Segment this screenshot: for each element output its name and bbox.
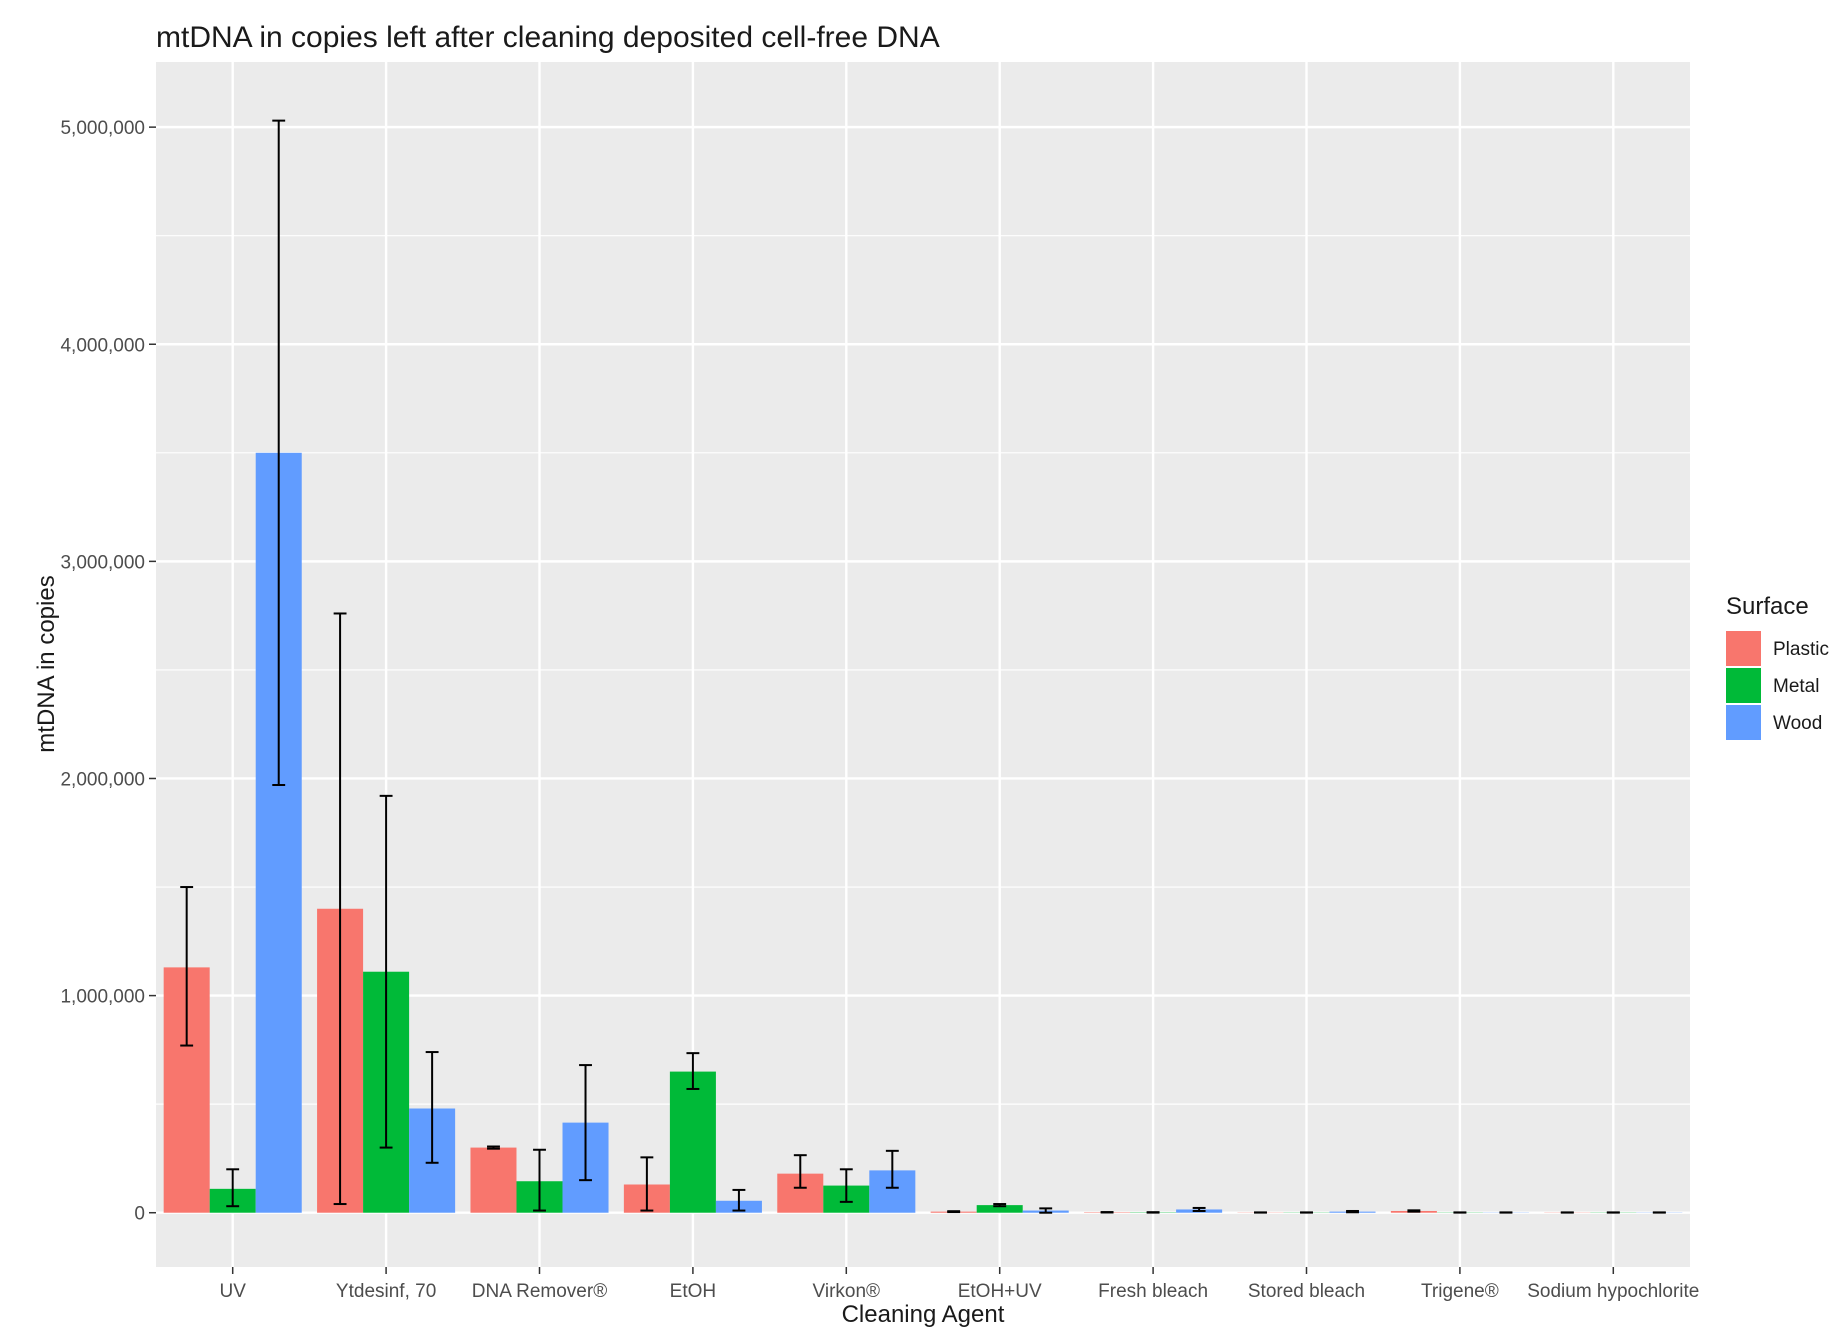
x-tick-label: Sodium hypochlorite xyxy=(1527,1281,1699,1302)
y-tick-label: 5,000,000 xyxy=(60,118,145,139)
x-tick-label: Fresh bleach xyxy=(1098,1281,1208,1302)
x-tick-label: EtOH+UV xyxy=(958,1281,1042,1302)
legend: Surface Plastic Metal Wood xyxy=(1726,593,1829,740)
x-tick-label: Ytdesinf, 70 xyxy=(336,1281,436,1302)
plot-panel xyxy=(156,62,1690,1267)
y-tick-label: 3,000,000 xyxy=(60,552,145,573)
y-tick-label: 4,000,000 xyxy=(60,335,145,356)
bar xyxy=(976,1205,1023,1213)
y-tick-label: 0 xyxy=(134,1204,145,1225)
x-tick-label: UV xyxy=(219,1281,246,1302)
bar xyxy=(470,1147,517,1213)
bar xyxy=(669,1071,716,1213)
x-axis-label: Cleaning Agent xyxy=(842,1301,1005,1328)
x-axis: UV Ytdesinf, 70 DNA Remover® EtOH Virkon® EtO… xyxy=(219,1267,1699,1302)
x-tick-label: Virkon® xyxy=(813,1281,881,1302)
legend-title: Surface xyxy=(1726,593,1809,620)
x-tick-label: Trigene® xyxy=(1421,1281,1499,1302)
legend-label: Wood xyxy=(1773,713,1822,734)
y-axis-label: mtDNA in copies xyxy=(33,575,60,752)
x-tick-label: Stored bleach xyxy=(1248,1281,1365,1302)
chart-title: mtDNA in copies left after cleaning depo… xyxy=(156,21,940,54)
legend-swatch xyxy=(1726,668,1761,703)
legend-swatch xyxy=(1726,705,1761,740)
y-tick-label: 1,000,000 xyxy=(60,987,145,1008)
y-axis: 0 1,000,000 2,000,000 3,000,000 4,000,000 5,0… xyxy=(60,118,156,1225)
error-bars xyxy=(180,119,1666,1214)
y-tick-label: 2,000,000 xyxy=(60,769,145,790)
legend-label: Plastic xyxy=(1773,639,1829,660)
legend-label: Metal xyxy=(1773,676,1819,697)
x-tick-label: EtOH xyxy=(670,1281,716,1302)
x-tick-label: DNA Remover® xyxy=(472,1281,607,1302)
gridlines xyxy=(156,62,1690,1267)
legend-swatch xyxy=(1726,631,1761,666)
